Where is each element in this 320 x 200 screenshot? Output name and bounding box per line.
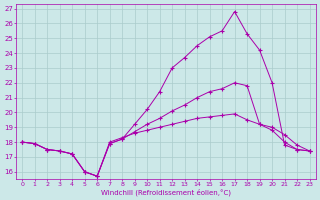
X-axis label: Windchill (Refroidissement éolien,°C): Windchill (Refroidissement éolien,°C) [101, 188, 231, 196]
